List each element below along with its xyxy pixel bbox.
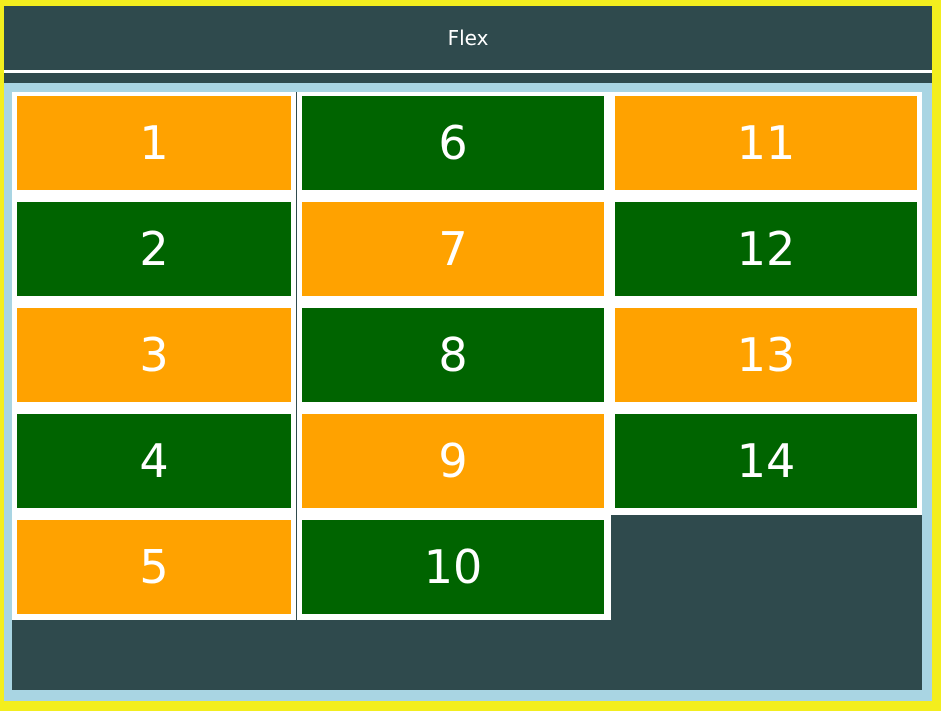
header-bar: Flex (4, 6, 932, 70)
flex-item-14: 14 (615, 414, 917, 508)
flex-item-6: 6 (302, 96, 604, 190)
flex-item-4: 4 (17, 414, 291, 508)
flex-item-13: 13 (615, 308, 917, 402)
page-title: Flex (447, 26, 489, 50)
flex-item-9: 9 (302, 414, 604, 508)
flex-item-12: 12 (615, 202, 917, 296)
flex-item-8: 8 (302, 308, 604, 402)
flex-item-1: 1 (17, 96, 291, 190)
flex-item-3: 3 (17, 308, 291, 402)
flex-item-5: 5 (17, 520, 291, 614)
flex-item-2: 2 (17, 202, 291, 296)
flex-item-7: 7 (302, 202, 604, 296)
flex-item-10: 10 (302, 520, 604, 614)
header-divider-shadow (4, 73, 932, 83)
flex-item-11: 11 (615, 96, 917, 190)
header-divider (4, 70, 932, 73)
